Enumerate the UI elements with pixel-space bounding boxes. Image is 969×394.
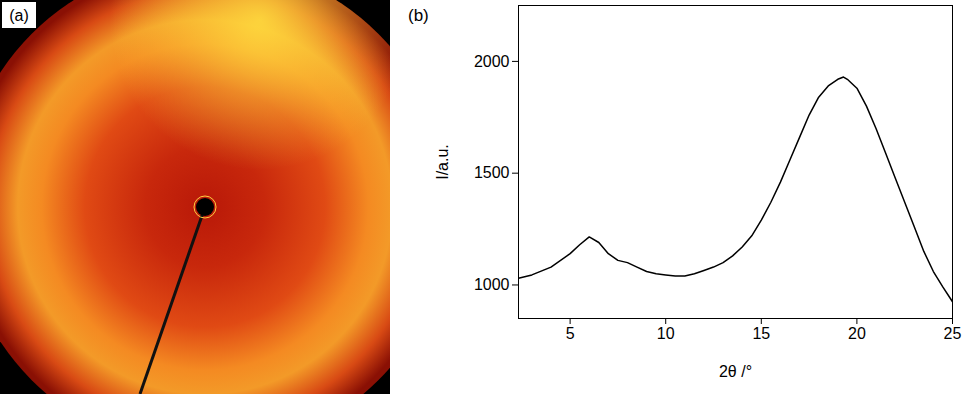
svg-text:I/a.u.: I/a.u. (434, 144, 451, 180)
svg-text:1500: 1500 (474, 164, 510, 181)
svg-text:1000: 1000 (474, 276, 510, 293)
svg-text:10: 10 (657, 325, 675, 342)
svg-text:2θ /°: 2θ /° (719, 363, 752, 380)
svg-text:15: 15 (752, 325, 770, 342)
html-text:(b): (b) (408, 6, 429, 25)
svg-text:25: 25 (944, 325, 962, 342)
svg-text:20: 20 (848, 325, 866, 342)
svg-text:2000: 2000 (474, 53, 510, 70)
svg-text:(a): (a) (9, 7, 29, 24)
svg-text:5: 5 (566, 325, 575, 342)
